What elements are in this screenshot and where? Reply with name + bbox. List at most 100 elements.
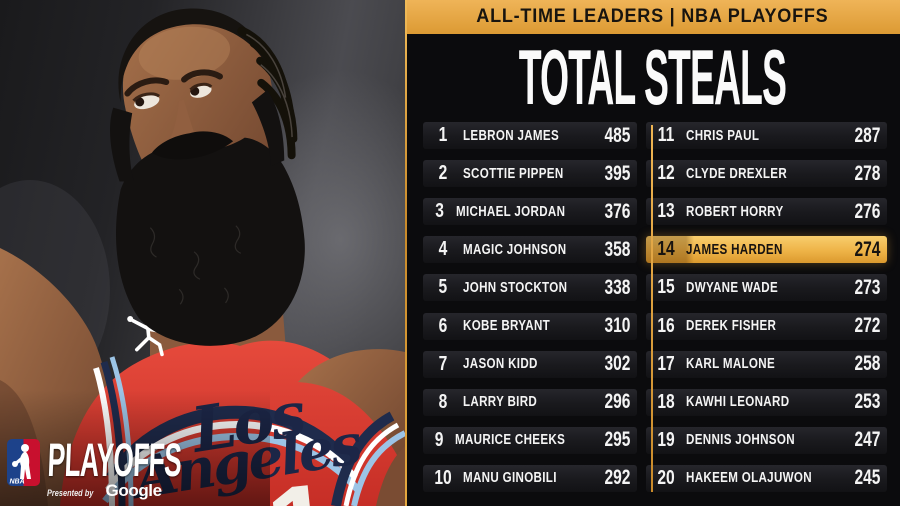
- player-name-cell: KARL MALONE: [685, 356, 775, 373]
- leaderboard-row: 15 DWYANE WADE 273: [645, 274, 887, 302]
- steals-value-cell: 358: [604, 237, 631, 261]
- rank-cell: 4: [438, 238, 448, 261]
- leaderboard-row: 8 LARRY BIRD 296: [423, 388, 637, 416]
- rank-cell: 16: [656, 314, 675, 337]
- steals-value-cell: 274: [854, 237, 881, 261]
- rank-cell: 12: [656, 162, 675, 185]
- leaderboard-row: 10 MANU GINOBILI 292: [423, 464, 637, 492]
- steals-value-cell: 287: [854, 123, 881, 147]
- player-name-cell: CLYDE DREXLER: [685, 165, 787, 182]
- player-name-cell: JASON KIDD: [463, 356, 538, 373]
- steals-value-cell: 292: [604, 466, 631, 490]
- playoffs-wordmark: PLAYOFFS: [46, 432, 183, 486]
- steals-value-cell: 258: [854, 352, 881, 376]
- leaderboard-row: 19 DENNIS JOHNSON 247: [645, 426, 887, 454]
- leaderboard-row: 5 JOHN STOCKTON 338: [423, 274, 637, 302]
- armhole-blue-trim: [351, 430, 405, 506]
- bottom-fade: [0, 390, 270, 506]
- rank-cell: 8: [438, 390, 448, 413]
- kicker-bar: ALL-TIME LEADERS | NBA PLAYOFFS: [405, 0, 900, 34]
- beard: [116, 137, 305, 346]
- beard-texture: [149, 225, 242, 305]
- steals-value-cell: 485: [604, 123, 631, 147]
- leaderboard-row: 6 KOBE BRYANT 310: [423, 312, 637, 340]
- player-illustration: Los Angeles 1: [0, 0, 405, 506]
- leaderboard-row: 7 JASON KIDD 302: [423, 350, 637, 378]
- rank-cell: 11: [657, 124, 674, 146]
- player-name-cell: KAWHI LEONARD: [685, 394, 789, 411]
- stats-panel: ALL-TIME LEADERS | NBA PLAYOFFS TOTAL ST…: [405, 0, 900, 506]
- playoffs-lockup: NBA PLAYOFFS Presented by Google: [7, 432, 285, 501]
- player-name-cell: HAKEEM OLAJUWON: [685, 470, 812, 487]
- player-name-cell: LEBRON JAMES: [463, 127, 560, 144]
- leaderboard-row: 17 KARL MALONE 258: [645, 350, 887, 378]
- player-name-cell: JOHN STOCKTON: [462, 279, 567, 296]
- presented-by-line: Presented by Google: [47, 481, 285, 501]
- player-name-cell: MICHAEL JORDAN: [456, 203, 566, 220]
- eyebrow-right: [124, 77, 170, 97]
- player-name-cell: SCOTTIE PIPPEN: [463, 165, 564, 182]
- rank-cell: 17: [656, 352, 675, 375]
- rank-cell: 15: [656, 276, 675, 299]
- player-photo: Los Angeles 1: [0, 0, 405, 506]
- player-name-cell: MAURICE CHEEKS: [455, 432, 566, 449]
- far-arm: [376, 446, 405, 506]
- player-name-cell: JAMES HARDEN: [685, 241, 783, 258]
- player-name-cell: CHRIS PAUL: [685, 127, 759, 144]
- kicker-text: ALL-TIME LEADERS | NBA PLAYOFFS: [476, 6, 829, 27]
- iris-right: [135, 97, 145, 107]
- presented-by-label: Presented by: [47, 488, 94, 498]
- rank-cell: 1: [438, 124, 448, 146]
- nba-logo: NBA: [7, 438, 40, 486]
- leaderboard-row: 13 ROBERT HORRY 276: [645, 198, 887, 226]
- leaderboard-row: 18 KAWHI LEONARD 253: [645, 388, 887, 416]
- steals-value-cell: 376: [604, 199, 631, 223]
- rank-column-left: 1 LEBRON JAMES 485 2 SCOTTIE PIPPEN 395 3 MICHA…: [423, 122, 637, 492]
- player-name-cell: DEREK FISHER: [685, 318, 776, 335]
- rank-cell: 19: [656, 428, 675, 451]
- sideburn-left: [251, 90, 285, 167]
- steals-value-cell: 247: [854, 428, 881, 452]
- eyebrow-left: [181, 69, 223, 83]
- mustache: [151, 131, 234, 160]
- player-shoulder: [298, 349, 405, 470]
- player-head: [110, 8, 305, 346]
- steals-value-cell: 310: [604, 314, 631, 338]
- leaderboard-row: 20 HAKEEM OLAJUWON 245: [645, 464, 887, 492]
- leaderboard-row: 16 DEREK FISHER 272: [645, 312, 887, 340]
- player-name-cell: ROBERT HORRY: [685, 203, 784, 220]
- leaderboard-row: 11 CHRIS PAUL 287: [645, 122, 887, 149]
- forehead-shine: [138, 26, 231, 80]
- google-logo: Google: [105, 481, 163, 500]
- rank-cell: 3: [435, 200, 444, 223]
- rank-cell: 6: [438, 314, 448, 337]
- leaderboard: 1 LEBRON JAMES 485 2 SCOTTIE PIPPEN 395 3 MICHA…: [423, 122, 887, 492]
- player-name-cell: MAGIC JOHNSON: [463, 241, 567, 258]
- nba-logo-text: NBA: [10, 478, 25, 485]
- steals-value-cell: 273: [854, 275, 881, 299]
- leaderboard-row: 12 CLYDE DREXLER 278: [645, 160, 887, 188]
- leaderboard-row: 14 JAMES HARDEN 274: [645, 236, 887, 264]
- player-name-cell: LARRY BIRD: [463, 394, 538, 411]
- armhole-white-trim: [343, 422, 400, 506]
- column-gutter: [637, 122, 653, 492]
- leaderboard-row: 2 SCOTTIE PIPPEN 395: [423, 160, 637, 188]
- braid-highlights: [246, 33, 293, 138]
- steals-value-cell: 295: [604, 428, 631, 452]
- rank-cell: 20: [656, 466, 675, 489]
- rank-cell: 9: [434, 428, 444, 451]
- player-name-cell: KOBE BRYANT: [463, 318, 551, 335]
- steals-value-cell: 245: [854, 466, 881, 490]
- eyelid-right: [132, 92, 161, 102]
- rank-column-right: 11 CHRIS PAUL 287 12 CLYDE DREXLER 278 13 ROBER…: [645, 122, 887, 492]
- steals-value-cell: 395: [604, 161, 631, 185]
- steals-value-cell: 272: [854, 314, 881, 338]
- armhole-navy-trim: [331, 411, 395, 506]
- brand-text: PLAYOFFS Presented by Google: [46, 432, 285, 501]
- steals-value-cell: 253: [854, 390, 881, 414]
- steals-value-cell: 338: [604, 275, 631, 299]
- jersey-number: 1: [261, 458, 341, 506]
- column-divider-line: [651, 125, 653, 492]
- hair: [118, 8, 273, 103]
